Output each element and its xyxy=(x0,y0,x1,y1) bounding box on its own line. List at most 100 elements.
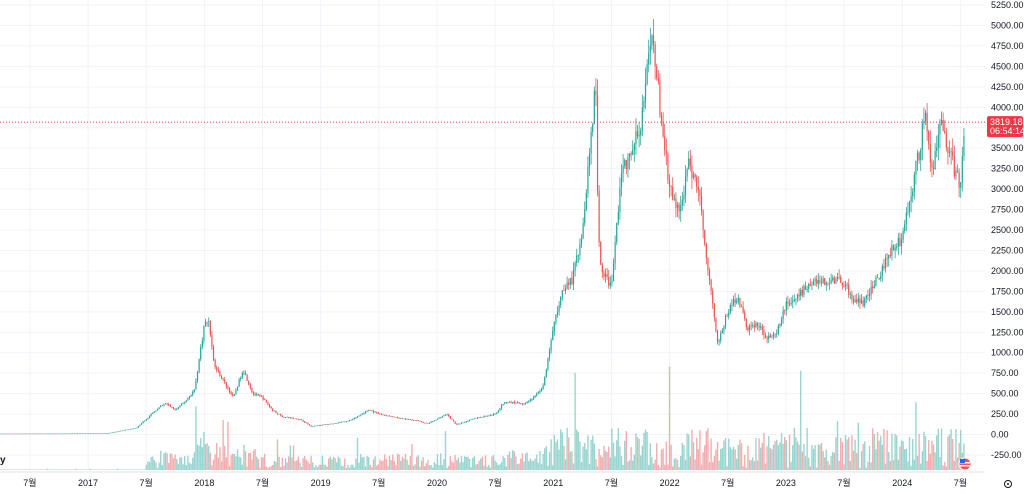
volume-bar xyxy=(424,466,426,470)
volume-bar xyxy=(761,442,764,470)
volume-bar xyxy=(628,460,631,470)
volume-bar xyxy=(480,458,482,470)
volume-bar xyxy=(238,456,240,470)
candle-body xyxy=(918,152,920,161)
candle-body xyxy=(649,46,651,53)
candle-body xyxy=(420,421,423,423)
volume-bar xyxy=(523,461,525,470)
candle-body xyxy=(612,263,615,282)
candle-body xyxy=(928,131,930,145)
candle-body xyxy=(348,420,351,422)
volume-bar xyxy=(28,469,31,470)
y-axis[interactable]: 5250.00 5000.00 4750.00 4500.00 4250.00 4000.… xyxy=(991,0,1024,460)
flag-icon[interactable] xyxy=(958,457,972,471)
volume-bar xyxy=(448,465,450,470)
candle-body xyxy=(668,180,671,187)
candle-body xyxy=(952,151,954,156)
candle-body xyxy=(768,335,770,340)
y-tick-label: 3500.00 xyxy=(991,143,1024,153)
volume-bar xyxy=(459,462,461,470)
candle-body xyxy=(84,433,87,435)
candle-body xyxy=(169,405,171,407)
volume-bar xyxy=(436,454,439,470)
candle-body xyxy=(89,433,91,434)
candle-body xyxy=(755,323,757,328)
volume-bar xyxy=(185,465,188,470)
volume-bar xyxy=(892,460,895,470)
volume-bar xyxy=(153,460,156,470)
volume-bar xyxy=(193,452,196,470)
volume-bar xyxy=(209,452,212,470)
candle-body xyxy=(328,424,330,425)
volume-bar xyxy=(92,469,95,470)
volume-bar xyxy=(878,440,880,470)
volume-bar xyxy=(368,457,370,470)
candle-body xyxy=(27,433,29,435)
x-tick-label: 7월 xyxy=(256,477,269,488)
volume-bar xyxy=(254,449,256,470)
volume-bar xyxy=(934,452,936,470)
volume-bar xyxy=(779,442,781,470)
candle-body xyxy=(908,201,911,213)
candle-body xyxy=(681,199,683,206)
candle-body xyxy=(291,417,293,419)
volume-bar xyxy=(422,457,424,470)
volume-bar xyxy=(137,469,140,470)
volume-bar xyxy=(544,448,546,470)
candle-body xyxy=(436,418,439,420)
candle-body xyxy=(475,418,477,419)
candle-body xyxy=(739,297,741,307)
settings-icon[interactable] xyxy=(1004,480,1012,488)
candle-body xyxy=(59,433,61,435)
candle-body xyxy=(44,433,47,435)
candle-body xyxy=(912,191,914,197)
candle-body xyxy=(580,238,583,245)
candle-body xyxy=(422,422,424,423)
x-tick-label: 2019 xyxy=(311,478,331,488)
volume-bar xyxy=(928,440,930,470)
candle-body xyxy=(867,295,869,297)
candle-body xyxy=(569,277,571,285)
candle-body xyxy=(102,433,104,434)
candle-body xyxy=(500,405,503,409)
volume-bar xyxy=(916,455,919,470)
candle-body xyxy=(817,280,819,284)
candle-body xyxy=(96,433,98,434)
volume-bar xyxy=(742,466,744,470)
x-axis[interactable]: 7월 2017 7월 2018 7월 2019 7월 2020 7월 2021 7월 2022 7월 20… xyxy=(0,471,985,488)
candle-body xyxy=(129,429,131,430)
candle-body xyxy=(16,433,18,435)
volume-bar xyxy=(304,456,306,470)
volume-bar xyxy=(265,466,268,470)
candle-body xyxy=(9,433,11,435)
candle-body xyxy=(945,133,947,148)
candle-body xyxy=(830,279,832,284)
volume-bar xyxy=(920,463,922,470)
volume-bar xyxy=(219,446,221,470)
volume-bar xyxy=(302,458,304,470)
volume-bar xyxy=(910,465,912,470)
x-tick-label: 2017 xyxy=(78,478,98,488)
candle-body xyxy=(68,433,71,435)
volume-bar xyxy=(355,458,357,470)
candle-body xyxy=(777,326,779,334)
volume-bar xyxy=(46,468,48,470)
candle-body xyxy=(123,430,125,431)
candle-body xyxy=(848,284,850,295)
candle-body xyxy=(404,418,407,420)
candle-body xyxy=(64,433,66,435)
volume-bar xyxy=(462,462,464,470)
candle-body xyxy=(640,130,642,136)
volume-bar xyxy=(126,469,128,470)
candle-body xyxy=(587,166,589,193)
candle-body xyxy=(616,222,618,243)
candle-body xyxy=(144,420,146,422)
x-tick-label: 7월 xyxy=(605,477,618,488)
candle-body xyxy=(595,90,597,95)
candle-body xyxy=(851,294,853,299)
volume-bar xyxy=(569,451,572,470)
candle-body xyxy=(532,397,535,400)
volume-bar xyxy=(70,469,72,470)
candle-body xyxy=(816,279,818,284)
